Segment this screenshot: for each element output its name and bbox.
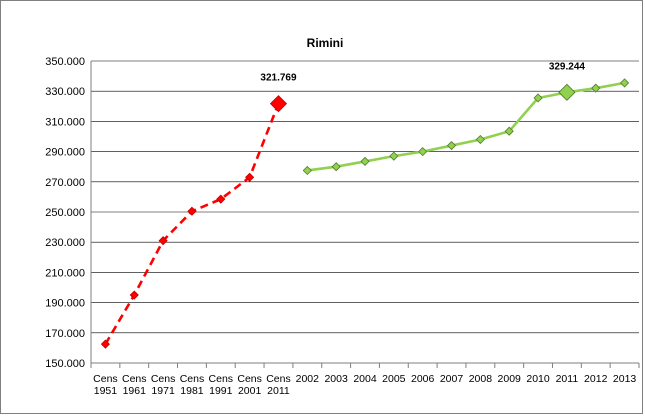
highlight-point	[269, 95, 288, 113]
x-tick-label: 2011	[267, 385, 290, 397]
x-tick-label: Cens	[237, 373, 262, 385]
data-point	[302, 165, 312, 176]
x-tick-label: Cens	[122, 373, 147, 385]
y-tick-label: 330.000	[45, 86, 85, 98]
x-tick-label: Cens	[93, 373, 118, 385]
x-tick-label: 2002	[296, 373, 320, 385]
x-tick-label: 1951	[94, 385, 118, 397]
x-tick-label: 1971	[151, 385, 175, 397]
data-point	[504, 126, 514, 136]
data-label: 321.769	[260, 73, 297, 84]
data-point	[591, 83, 601, 93]
x-tick-label: 2008	[469, 373, 493, 385]
x-tick-label: 2007	[440, 373, 464, 385]
y-tick-label: 350.000	[45, 56, 85, 68]
x-tick-label: Cens	[266, 373, 291, 385]
x-tick-label: 2011	[556, 373, 579, 385]
y-tick-label: 150.000	[45, 358, 85, 370]
y-tick-label: 290.000	[45, 147, 85, 159]
series-layer	[100, 78, 630, 349]
data-point	[475, 134, 485, 145]
y-tick-label: 230.000	[45, 237, 85, 249]
x-tick-label: 2012	[584, 373, 608, 385]
data-point	[533, 93, 543, 103]
x-tick-label: 1991	[209, 385, 233, 397]
x-axis: Cens1951Cens1961Cens1971Cens1981Cens1991…	[90, 363, 640, 397]
data-labels: 321.769 329.244	[260, 61, 585, 83]
data-point	[446, 140, 457, 151]
x-tick-label: 2005	[382, 373, 406, 385]
data-point	[360, 156, 370, 166]
data-point	[216, 194, 226, 204]
x-tick-label: 2003	[324, 373, 348, 385]
y-tick-label: 210.000	[45, 267, 85, 279]
y-tick-label: 250.000	[45, 207, 85, 219]
highlight-point	[558, 83, 576, 101]
data-point	[331, 162, 341, 172]
data-point	[129, 290, 139, 300]
data-point	[418, 147, 428, 157]
y-tick-label: 310.000	[45, 116, 85, 128]
chart-title: Rimini	[307, 36, 344, 50]
y-tick-label: 190.000	[45, 298, 85, 310]
x-tick-label: Cens	[180, 373, 205, 385]
data-label: 329.244	[549, 61, 586, 72]
data-point	[245, 172, 255, 182]
x-tick-label: 2006	[411, 373, 435, 385]
gridlines	[90, 60, 639, 364]
x-tick-label: 2013	[613, 373, 637, 385]
y-tick-label: 270.000	[45, 177, 85, 189]
x-tick-label: Cens	[209, 373, 234, 385]
y-axis: 150.000 170.000 190.000 210.000 230.000 250.0…	[45, 56, 85, 370]
x-tick-label: 2001	[238, 385, 262, 397]
x-tick-label: Cens	[151, 373, 176, 385]
data-point	[620, 78, 630, 88]
data-point	[158, 236, 168, 246]
series-line	[104, 103, 280, 345]
x-tick-label: 1961	[123, 385, 147, 397]
data-point	[100, 339, 110, 349]
x-tick-label: 1981	[180, 385, 204, 397]
data-point	[187, 206, 197, 216]
data-point	[389, 151, 399, 161]
x-tick-label: 2004	[353, 373, 377, 385]
y-tick-label: 170.000	[45, 328, 85, 340]
x-tick-label: 2010	[526, 373, 550, 385]
series-line	[307, 81, 625, 172]
x-tick-label: 2009	[498, 373, 522, 385]
